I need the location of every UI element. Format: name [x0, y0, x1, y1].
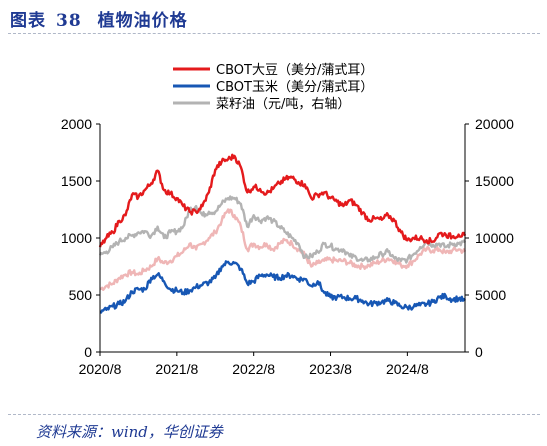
- series-line-corn: [99, 260, 466, 314]
- axes: 0500100015002000050001000015000200002020…: [61, 116, 514, 377]
- legend-label-corn: CBOT玉米（美分/蒲式耳）: [216, 80, 373, 95]
- y-right-tick-label: 20000: [475, 116, 514, 132]
- y-left-tick-label: 1000: [61, 230, 92, 246]
- series-line-soy: [98, 153, 467, 248]
- y-right-tick-label: 15000: [475, 173, 514, 189]
- y-right-tick-label: 5000: [475, 287, 506, 303]
- figure-number: 38: [56, 11, 82, 31]
- figure-header: 图表 38 植物油价格: [10, 6, 188, 31]
- y-left-tick-label: 2000: [61, 116, 92, 132]
- y-right-tick-label: 10000: [475, 230, 514, 246]
- legend: CBOT大豆（美分/蒲式耳） CBOT玉米（美分/蒲式耳） 菜籽油（元/吨，右轴）: [173, 63, 373, 112]
- y-right-tick-label: 0: [475, 344, 483, 360]
- x-tick-label: 2020/8: [79, 361, 122, 377]
- header-divider: [8, 33, 540, 34]
- series-lines: [98, 153, 467, 314]
- series-line-rapeseed: [98, 195, 467, 264]
- y-left-tick-label: 500: [69, 287, 93, 303]
- x-tick-label: 2023/8: [309, 361, 352, 377]
- x-tick-label: 2021/8: [155, 361, 198, 377]
- x-tick-label: 2024/8: [386, 361, 429, 377]
- x-tick-label: 2022/8: [232, 361, 275, 377]
- source-note: 资料来源：wind，华创证券: [36, 423, 223, 441]
- series-line-rapeseed_faded: [99, 208, 467, 291]
- legend-label-soy: CBOT大豆（美分/蒲式耳）: [216, 63, 373, 78]
- figure-label: 图表: [10, 11, 46, 31]
- y-left-tick-label: 0: [84, 344, 92, 360]
- footer-divider: [8, 414, 540, 415]
- legend-label-rapeseed: 菜籽油（元/吨，右轴）: [216, 97, 350, 112]
- y-left-tick-label: 1500: [61, 173, 92, 189]
- figure-title: 植物油价格: [97, 11, 188, 31]
